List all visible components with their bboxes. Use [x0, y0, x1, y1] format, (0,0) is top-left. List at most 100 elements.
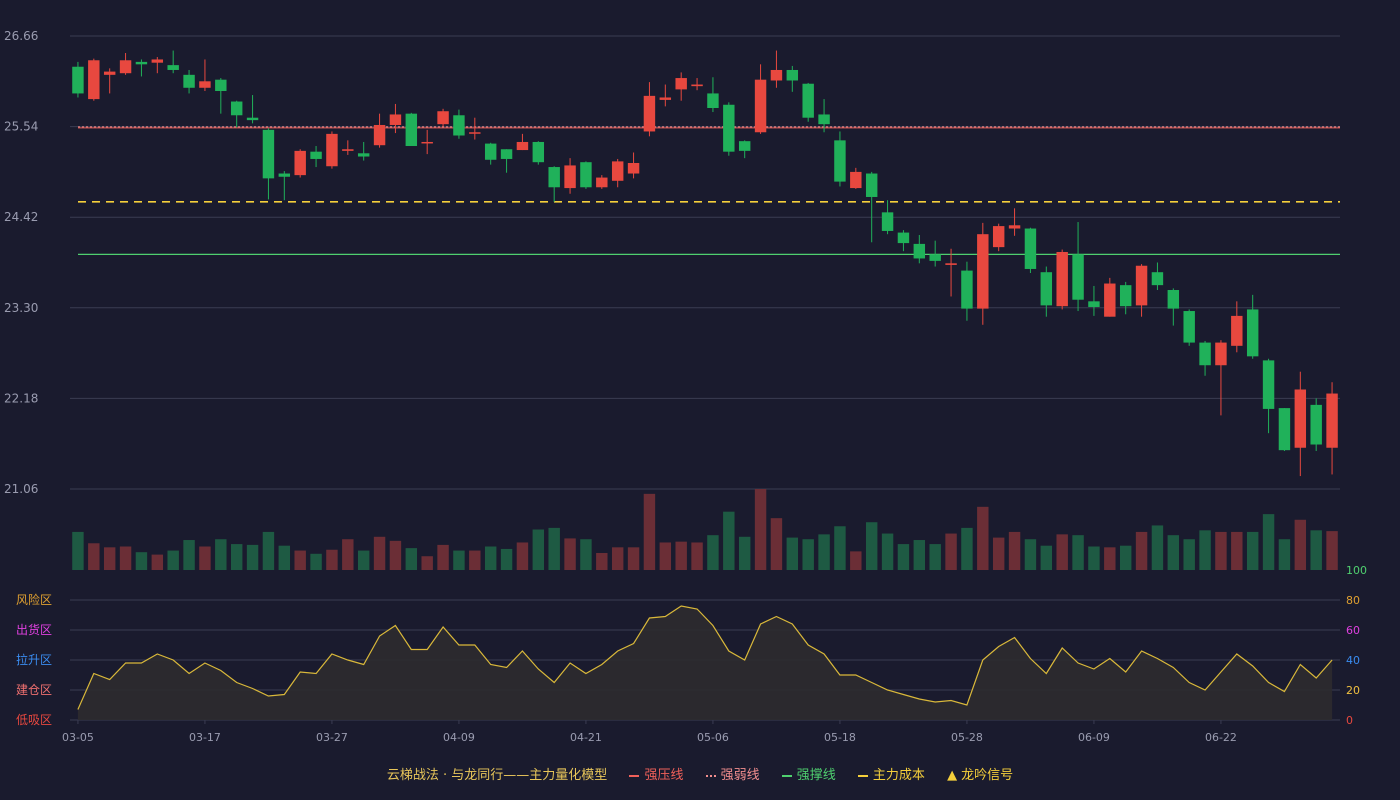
volume-bar[interactable]: [103, 547, 116, 570]
volume-bar[interactable]: [818, 534, 830, 570]
candle[interactable]: [850, 167, 862, 189]
volume-bar[interactable]: [1278, 539, 1291, 570]
candle[interactable]: [1135, 264, 1148, 317]
candle[interactable]: [945, 248, 957, 297]
volume-bar[interactable]: [1056, 534, 1068, 570]
volume-bar[interactable]: [1024, 539, 1037, 570]
volume-bar[interactable]: [1326, 531, 1338, 570]
candle[interactable]: [246, 95, 259, 124]
volume-bar[interactable]: [135, 552, 148, 570]
candle[interactable]: [580, 161, 592, 189]
candle[interactable]: [484, 142, 497, 165]
legend-cost[interactable]: 主力成本: [857, 764, 925, 783]
volume-bar[interactable]: [850, 551, 862, 570]
volume-bar[interactable]: [802, 539, 814, 570]
candle[interactable]: [897, 230, 910, 252]
volume-bar[interactable]: [611, 547, 624, 570]
volume-bar[interactable]: [215, 539, 227, 570]
volume-bar[interactable]: [373, 536, 386, 570]
volume-bar[interactable]: [786, 537, 799, 570]
volume-bar[interactable]: [516, 542, 529, 570]
volume-bar[interactable]: [72, 531, 84, 570]
volume-bar[interactable]: [1088, 546, 1100, 570]
candle[interactable]: [453, 109, 465, 139]
volume-bar[interactable]: [1072, 535, 1084, 570]
candle[interactable]: [1246, 294, 1259, 359]
candle[interactable]: [516, 133, 529, 151]
candle[interactable]: [500, 149, 513, 173]
candle[interactable]: [786, 65, 799, 92]
candle[interactable]: [119, 52, 132, 75]
candle[interactable]: [103, 68, 116, 94]
volume-bar[interactable]: [167, 550, 179, 570]
candle[interactable]: [167, 50, 179, 74]
candle[interactable]: [421, 129, 433, 155]
candle[interactable]: [818, 99, 830, 133]
candle[interactable]: [754, 64, 767, 134]
candle[interactable]: [1231, 301, 1243, 353]
volume-bar[interactable]: [1040, 545, 1053, 570]
candle[interactable]: [1072, 222, 1084, 312]
volume-bar[interactable]: [1215, 531, 1227, 570]
candle[interactable]: [135, 59, 148, 77]
volume-bar[interactable]: [691, 542, 703, 570]
volume-bar[interactable]: [580, 539, 592, 570]
volume-bar[interactable]: [1008, 531, 1021, 570]
candle[interactable]: [1104, 277, 1116, 317]
volume-bar[interactable]: [770, 518, 783, 570]
volume-bar[interactable]: [659, 542, 672, 570]
candle[interactable]: [548, 166, 560, 202]
candle[interactable]: [738, 140, 751, 159]
volume-bar[interactable]: [913, 540, 926, 570]
volume-bar[interactable]: [929, 544, 941, 570]
volume-bar[interactable]: [278, 545, 291, 570]
volume-bar[interactable]: [596, 552, 608, 570]
volume-bar[interactable]: [865, 522, 878, 570]
candle[interactable]: [992, 223, 1005, 252]
volume-bar[interactable]: [1199, 530, 1211, 570]
volume-bar[interactable]: [88, 543, 100, 570]
volume-bar[interactable]: [357, 550, 370, 570]
candle[interactable]: [342, 140, 354, 155]
candle[interactable]: [405, 112, 418, 147]
legend-weak[interactable]: 强弱线: [705, 764, 760, 783]
candle[interactable]: [1262, 358, 1275, 434]
candle[interactable]: [230, 100, 243, 128]
volume-bar[interactable]: [532, 529, 545, 571]
volume-bar[interactable]: [1183, 539, 1195, 570]
candlestick-series[interactable]: [72, 50, 1338, 477]
volume-bar[interactable]: [230, 544, 243, 570]
legend-support[interactable]: 强撑线: [781, 764, 836, 783]
candle[interactable]: [1294, 371, 1307, 477]
volume-bar[interactable]: [723, 511, 735, 570]
candle[interactable]: [627, 152, 640, 179]
candle[interactable]: [723, 102, 735, 156]
volume-bar[interactable]: [1231, 531, 1243, 570]
candle[interactable]: [596, 175, 608, 189]
candle[interactable]: [691, 78, 703, 91]
volume-bar[interactable]: [1104, 547, 1116, 570]
candle[interactable]: [564, 158, 576, 194]
volume-bar[interactable]: [834, 526, 846, 570]
volume-bar[interactable]: [1135, 531, 1148, 570]
volume-bar[interactable]: [1151, 525, 1164, 570]
volume-bar[interactable]: [961, 527, 973, 570]
candle[interactable]: [977, 222, 989, 325]
candle[interactable]: [389, 103, 402, 134]
volume-bar[interactable]: [469, 550, 481, 570]
volume-series[interactable]: [72, 489, 1338, 570]
volume-bar[interactable]: [564, 538, 576, 570]
volume-bar[interactable]: [707, 535, 719, 570]
volume-bar[interactable]: [421, 556, 433, 570]
candle[interactable]: [357, 141, 370, 161]
candle[interactable]: [675, 72, 687, 101]
candle[interactable]: [1278, 408, 1291, 451]
candle[interactable]: [88, 58, 100, 101]
candle[interactable]: [262, 128, 275, 200]
candle[interactable]: [199, 59, 211, 92]
volume-bar[interactable]: [437, 544, 449, 570]
volume-bar[interactable]: [1262, 514, 1275, 570]
candle[interactable]: [707, 77, 719, 113]
candle[interactable]: [326, 131, 338, 169]
candle[interactable]: [1167, 288, 1180, 326]
